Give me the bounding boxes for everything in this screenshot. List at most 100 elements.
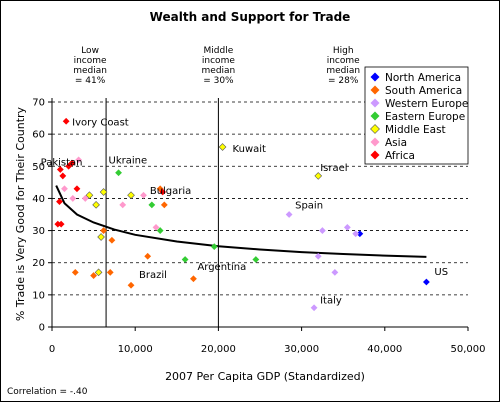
- legend-marker-western-europe: [370, 98, 380, 108]
- point-africa: [57, 220, 65, 228]
- y-tick-label: 60: [32, 130, 45, 141]
- income-median-note-line: median: [202, 66, 236, 76]
- point-africa: [68, 159, 76, 167]
- point-label: Argentina: [197, 262, 246, 273]
- chart-title: Wealth and Support for Trade: [150, 10, 351, 24]
- point-eastern-europe: [115, 169, 122, 177]
- point-label: Bulgaria: [150, 186, 191, 197]
- axes: 0 10 20 30 40 50 60 70 0 10,000 20,000 30,000 40,000…: [32, 98, 485, 356]
- point-western-europe: [331, 268, 339, 276]
- point-label: Kuwait: [233, 144, 266, 155]
- point-africa: [56, 166, 64, 173]
- point-south-america: [108, 236, 116, 244]
- legend-marker-africa: [370, 150, 380, 160]
- y-tick-label: 10: [32, 290, 45, 301]
- point-middle-east: [94, 268, 103, 277]
- point-south-america: [90, 272, 97, 279]
- legend-marker-south-america: [370, 85, 380, 95]
- point-asia: [140, 191, 147, 199]
- point-eastern-europe: [181, 256, 189, 263]
- legend-marker-north-america: [370, 72, 380, 82]
- point-eastern-europe: [156, 227, 164, 234]
- point-africa: [65, 162, 73, 170]
- point-western-europe: [319, 227, 326, 234]
- point-africa: [56, 198, 63, 206]
- point-label: Israel: [320, 163, 347, 174]
- point-label: Ivory Coast: [72, 117, 129, 128]
- point-south-america: [106, 268, 114, 276]
- data-points: [54, 117, 430, 312]
- point-asia: [75, 156, 83, 164]
- legend-marker-eastern-europe: [370, 111, 380, 121]
- y-tick-label: 40: [32, 194, 45, 205]
- point-south-america: [160, 201, 168, 209]
- x-tick-label: 30,000: [284, 344, 319, 355]
- point-south-america: [127, 281, 135, 289]
- logarithmic-trendline: [55, 185, 427, 258]
- point-africa: [159, 188, 167, 196]
- point-eastern-europe: [210, 243, 218, 251]
- x-tick-label: 50,000: [451, 344, 486, 355]
- point-middle-east: [99, 188, 108, 196]
- point-middle-east: [314, 172, 323, 180]
- median-lines: [105, 98, 219, 327]
- point-label: Ukraine: [109, 156, 148, 167]
- y-tick-label: 0: [39, 323, 45, 334]
- point-middle-east: [127, 191, 135, 200]
- income-median-note-line: = 28%: [328, 76, 359, 86]
- point-asia: [81, 195, 89, 202]
- point-middle-east: [92, 201, 100, 209]
- x-tick-label: 0: [49, 344, 55, 355]
- point-label: US: [434, 267, 448, 278]
- legend-label-eastern-europe: Eastern Europe: [385, 111, 465, 123]
- income-median-note-line: median: [326, 66, 360, 76]
- y-axis-label: % Trade is Very Good for Their Country: [14, 106, 27, 321]
- point-western-europe: [352, 230, 360, 238]
- point-label: Italy: [320, 296, 342, 307]
- point-africa: [62, 117, 70, 125]
- legend-label-africa: Africa: [385, 150, 415, 162]
- point-label: Spain: [295, 201, 323, 212]
- point-middle-east: [85, 191, 94, 200]
- point-label: Pakistan: [41, 157, 83, 168]
- x-tick-label: 40,000: [367, 344, 402, 355]
- income-median-note-line: income: [327, 56, 360, 66]
- income-median-note-line: Middle: [204, 46, 234, 56]
- income-median-note-line: = 41%: [75, 76, 106, 86]
- legend-marker-middle-east: [370, 124, 380, 134]
- point-asia: [69, 195, 77, 202]
- point-south-america: [71, 268, 79, 276]
- legend-label-north-america: North America: [385, 72, 461, 84]
- point-labels: Ivory Coast Pakistan Ukraine Bulgaria Kuwait…: [41, 117, 448, 306]
- point-western-europe: [343, 223, 351, 231]
- point-africa: [73, 185, 81, 193]
- legend-label-middle-east: Middle East: [385, 124, 446, 136]
- legend-label-asia: Asia: [385, 137, 407, 149]
- point-western-europe: [314, 252, 322, 260]
- income-median-note-line: median: [73, 66, 107, 76]
- income-median-note-line: Low: [81, 46, 99, 56]
- income-median-note-line: High: [333, 46, 354, 56]
- income-median-note-line: income: [74, 56, 107, 66]
- income-median-note-line: income: [202, 56, 235, 66]
- point-middle-east: [218, 143, 227, 151]
- y-tick-label: 20: [32, 258, 45, 269]
- x-axis-label: 2007 Per Capita GDP (Standardized): [165, 370, 365, 383]
- point-western-europe: [310, 304, 318, 312]
- point-north-america: [356, 230, 364, 238]
- point-africa: [59, 172, 67, 180]
- correlation-note: Correlation = -.40: [7, 387, 88, 397]
- point-asia: [119, 201, 127, 209]
- point-south-america: [100, 227, 107, 234]
- point-label: Brazil: [139, 270, 167, 281]
- point-south-america: [144, 252, 152, 260]
- legend-box: [364, 66, 469, 165]
- legend-label-south-america: South America: [385, 85, 462, 97]
- point-eastern-europe: [252, 256, 260, 263]
- x-tick-label: 10,000: [118, 344, 153, 355]
